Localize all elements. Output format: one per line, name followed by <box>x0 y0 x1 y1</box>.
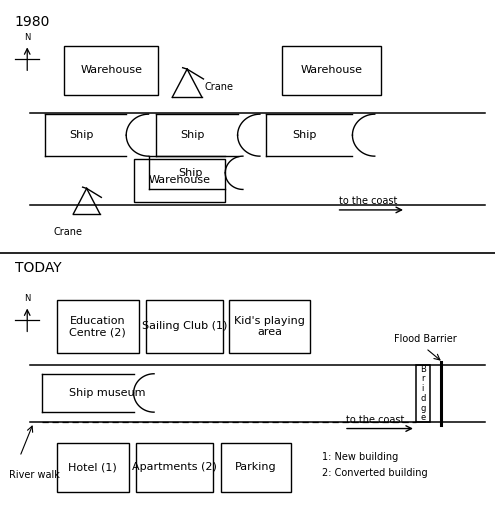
Text: B
r
i
d
g
e: B r i d g e <box>420 365 426 422</box>
Text: Ship: Ship <box>69 130 94 140</box>
Text: to the coast: to the coast <box>339 196 397 206</box>
Text: Education
Centre (2): Education Centre (2) <box>69 315 126 337</box>
Text: Ship: Ship <box>293 130 317 140</box>
Text: Kid's playing
area: Kid's playing area <box>234 315 305 337</box>
Text: Warehouse: Warehouse <box>300 66 363 75</box>
Text: Ship museum: Ship museum <box>69 388 146 398</box>
Bar <box>134 159 225 202</box>
Text: Sailing Club (1): Sailing Club (1) <box>142 322 227 331</box>
Text: Hotel (1): Hotel (1) <box>68 462 117 472</box>
Text: N: N <box>24 33 30 42</box>
Text: Crane: Crane <box>204 82 234 93</box>
Bar <box>64 46 158 95</box>
Bar <box>416 365 430 422</box>
Bar <box>57 300 139 353</box>
Bar <box>146 300 223 353</box>
Text: Crane: Crane <box>53 227 83 237</box>
Text: 1980: 1980 <box>15 15 50 29</box>
Text: to the coast: to the coast <box>346 415 405 425</box>
Text: N: N <box>24 294 30 303</box>
Text: Flood Barrier: Flood Barrier <box>395 334 457 344</box>
Bar <box>229 300 310 353</box>
Text: River walk: River walk <box>9 470 60 480</box>
Text: Warehouse: Warehouse <box>148 176 210 185</box>
Text: Warehouse: Warehouse <box>80 66 143 75</box>
Bar <box>282 46 381 95</box>
Text: Apartments (2): Apartments (2) <box>132 462 217 472</box>
Bar <box>136 443 213 492</box>
Text: Parking: Parking <box>235 462 277 472</box>
Bar <box>221 443 291 492</box>
Text: Ship: Ship <box>181 130 205 140</box>
Text: TODAY: TODAY <box>15 261 61 275</box>
Text: 2: Converted building: 2: Converted building <box>322 468 427 478</box>
Text: Ship: Ship <box>179 168 203 178</box>
Text: 1: New building: 1: New building <box>322 452 398 462</box>
Bar <box>57 443 129 492</box>
